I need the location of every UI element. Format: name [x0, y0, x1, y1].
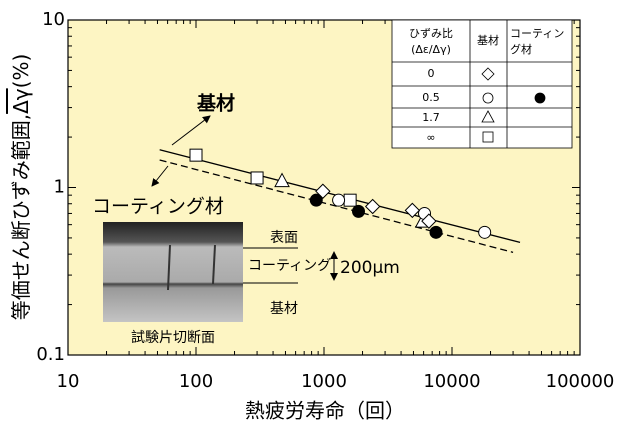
table-cell: 0.5 — [422, 91, 440, 104]
point — [344, 194, 356, 206]
point — [251, 172, 263, 184]
point — [310, 194, 322, 206]
table-header: コーティン — [510, 27, 564, 40]
chart: 表面 コーティング 200μm 基材 試験片切断面 基材 コーティング材 ひずみ… — [0, 0, 621, 433]
table-header: 基材 — [477, 33, 499, 47]
point — [430, 226, 442, 238]
table-cell: 1.7 — [422, 111, 440, 124]
point — [352, 205, 364, 217]
table-header: グ材 — [510, 42, 532, 56]
y-axis-label: 等価せん断ひずみ範囲,Δγ(%) — [9, 54, 33, 321]
y-axis-label-symbol: Δγ — [9, 88, 33, 114]
annotation: 基材 — [196, 92, 235, 115]
x-tick-label: 1000 — [301, 371, 347, 392]
table-cell: 0 — [428, 67, 435, 80]
point — [190, 149, 202, 161]
y-tick-label: 1 — [54, 177, 65, 198]
legend-symbol — [483, 93, 493, 103]
annotation: コーティング材 — [92, 196, 224, 218]
y-tick-label: 10 — [42, 9, 65, 30]
inset-caption: 試験片切断面 — [131, 330, 215, 346]
legend-symbol — [483, 132, 493, 142]
x-tick-label: 100000 — [546, 371, 615, 392]
inset-photo — [103, 222, 243, 322]
y-tick-label: 0.1 — [36, 344, 65, 365]
table-header: ひずみ比 — [409, 27, 453, 40]
y-axis-label-text: 等価せん断ひずみ範囲, — [9, 114, 33, 320]
point — [333, 194, 345, 206]
x-tick-label: 10 — [57, 371, 80, 392]
inset-label: 基材 — [270, 300, 298, 317]
y-axis-label-unit: (%) — [9, 54, 33, 89]
x-axis-label: 熱疲労寿命（回） — [245, 399, 405, 423]
x-tick-label: 100 — [179, 371, 213, 392]
point — [479, 226, 491, 238]
inset-label: 200μm — [340, 258, 400, 278]
inset-label: 表面 — [270, 230, 298, 246]
table-cell: ∞ — [426, 131, 435, 144]
legend-symbol — [535, 93, 545, 103]
x-tick-label: 10000 — [423, 371, 480, 392]
table-header: (Δε/Δγ) — [411, 43, 451, 56]
inset-label: コーティング — [248, 258, 331, 274]
